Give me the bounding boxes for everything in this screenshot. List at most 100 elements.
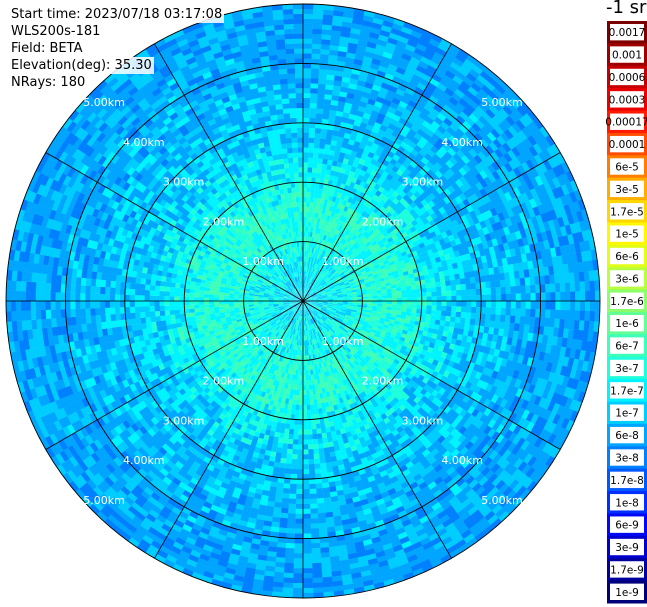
- heatmap-cell: [362, 303, 368, 306]
- heatmap-cell: [493, 244, 501, 254]
- heatmap-cell: [342, 173, 349, 181]
- heatmap-cell: [345, 179, 352, 187]
- heatmap-cell: [479, 70, 492, 82]
- heatmap-cell: [389, 101, 399, 110]
- heatmap-cell: [428, 38, 441, 48]
- heatmap-cell: [339, 220, 346, 227]
- heatmap-cell: [483, 176, 493, 186]
- heatmap-cell: [426, 64, 437, 74]
- heatmap-cell: [311, 294, 317, 297]
- heatmap-cell: [353, 258, 360, 264]
- heatmap-cell: [503, 152, 513, 163]
- heatmap-cell: [472, 145, 482, 155]
- heatmap-cell: [312, 157, 319, 164]
- heatmap-cell: [325, 277, 330, 282]
- heatmap-cell: [311, 172, 317, 178]
- heatmap-cell: [455, 127, 465, 138]
- heatmap-cell: [305, 221, 309, 227]
- heatmap-cell: [339, 167, 346, 174]
- heatmap-cell: [426, 42, 439, 52]
- heatmap-cell: [499, 155, 509, 166]
- heatmap-cell: [312, 295, 318, 298]
- heatmap-cell: [406, 289, 412, 294]
- heatmap-cell: [502, 104, 513, 116]
- heatmap-cell: [329, 144, 337, 151]
- heatmap-cell: [316, 103, 324, 110]
- heatmap-cell: [491, 189, 500, 199]
- heatmap-cell: [430, 258, 437, 265]
- heatmap-cell: [510, 308, 516, 317]
- heatmap-cell: [374, 264, 381, 269]
- heatmap-cell: [319, 244, 324, 250]
- heatmap-cell: [532, 143, 543, 155]
- heatmap-cell: [320, 290, 326, 293]
- heatmap-cell: [392, 301, 398, 305]
- heatmap-cell: [483, 218, 492, 227]
- heatmap-cell: [490, 294, 497, 302]
- heatmap-cell: [447, 185, 456, 194]
- heatmap-cell: [395, 194, 403, 202]
- heatmap-cell: [319, 63, 329, 70]
- heatmap-cell: [314, 217, 318, 224]
- heatmap-cell: [307, 296, 313, 300]
- heatmap-cell: [313, 268, 317, 274]
- heatmap-cell: [458, 97, 469, 108]
- heatmap-cell: [428, 124, 438, 134]
- heatmap-cell: [483, 247, 491, 256]
- heatmap-cell: [340, 121, 348, 129]
- heatmap-cell: [430, 145, 440, 154]
- heatmap-cell: [454, 88, 465, 99]
- heatmap-cell: [342, 277, 348, 282]
- heatmap-cell: [415, 262, 423, 269]
- heatmap-cell: [504, 182, 514, 192]
- heatmap-cell: [338, 263, 344, 268]
- heatmap-cell: [333, 120, 342, 127]
- heatmap-cell: [388, 32, 400, 41]
- heatmap-cell: [534, 164, 544, 176]
- heatmap-cell: [464, 151, 474, 162]
- heatmap-cell: [308, 282, 312, 288]
- heatmap-cell: [303, 231, 306, 237]
- heatmap-cell: [495, 294, 502, 302]
- heatmap-cell: [419, 124, 429, 133]
- heatmap-cell: [506, 208, 515, 218]
- heatmap-cell: [423, 172, 432, 181]
- heatmap-cell: [561, 215, 570, 227]
- heatmap-cell: [412, 268, 419, 274]
- heatmap-cell: [465, 289, 472, 296]
- heatmap-cell: [414, 258, 421, 265]
- heatmap-cell: [303, 236, 306, 242]
- heatmap-cell: [544, 283, 551, 293]
- heatmap-cell: [318, 78, 327, 85]
- heatmap-cell: [356, 262, 363, 267]
- heatmap-cell: [360, 283, 366, 287]
- heatmap-cell: [303, 92, 311, 99]
- heatmap-cell: [313, 286, 318, 291]
- heatmap-cell: [376, 269, 383, 274]
- heatmap-cell: [468, 113, 479, 124]
- heatmap-cell: [371, 258, 378, 264]
- heatmap-cell: [353, 58, 364, 66]
- heatmap-cell: [319, 272, 324, 277]
- heatmap-cell: [402, 21, 415, 31]
- heatmap-cell: [307, 256, 310, 262]
- heatmap-cell: [349, 134, 357, 141]
- heatmap-cell: [517, 238, 525, 248]
- heatmap-cell: [447, 246, 454, 254]
- heatmap-cell: [337, 242, 342, 248]
- heatmap-cell: [309, 272, 313, 278]
- heatmap-cell: [358, 142, 367, 150]
- heatmap-cell: [372, 295, 378, 299]
- heatmap-cell: [411, 301, 418, 306]
- heatmap-cell: [307, 297, 313, 300]
- heatmap-cell: [373, 12, 386, 21]
- heatmap-cell: [540, 212, 549, 224]
- heatmap-cell: [306, 293, 311, 298]
- heatmap-cell: [469, 318, 476, 326]
- heatmap-cell: [318, 188, 323, 194]
- heatmap-cell: [452, 75, 464, 85]
- heatmap-cell: [371, 240, 378, 247]
- heatmap-cell: [330, 268, 336, 274]
- heatmap-cell: [487, 77, 499, 88]
- heatmap-cell: [355, 212, 362, 219]
